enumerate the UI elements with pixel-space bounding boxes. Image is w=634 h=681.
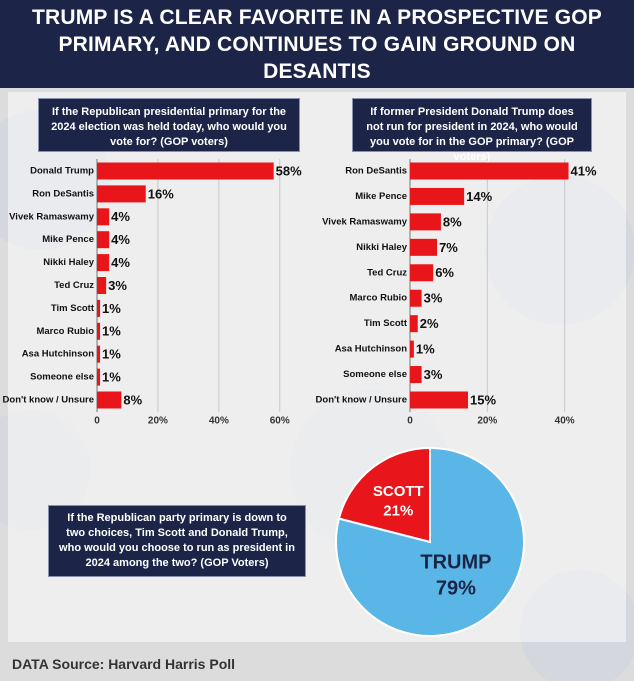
category-label: Nikki Haley [356,242,407,253]
bar [410,315,418,333]
value-label: 14% [466,189,492,204]
bar [410,366,422,384]
bar [410,162,569,180]
slice-value: 21% [383,503,413,520]
category-label: Vivek Ramaswamy [9,211,95,222]
value-label: 3% [424,367,443,382]
bar [410,238,438,256]
bar [410,391,468,409]
value-label: 1% [102,370,121,385]
x-tick-label: 0 [94,416,100,427]
value-label: 16% [148,186,174,201]
category-label: Ron DeSantis [345,166,407,177]
value-label: 4% [111,232,130,247]
category-label: Don't know / Unsure [3,395,94,406]
headline: TRUMP IS A CLEAR FAVORITE IN A PROSPECTI… [0,0,634,88]
category-label: Ted Cruz [54,280,94,291]
category-label: Ron DeSantis [32,188,94,199]
bar [97,322,101,340]
x-tick-label: 20% [148,416,168,427]
bar [97,345,101,363]
category-label: Don't know / Unsure [316,395,407,406]
bar [97,162,274,180]
bar [410,264,434,282]
slice-label: SCOTT [373,483,424,500]
slice-label: TRUMP [420,552,491,574]
category-label: Marco Rubio [36,326,94,337]
value-label: 6% [435,265,454,280]
category-label: Ted Cruz [367,267,407,278]
category-label: Mike Pence [42,234,94,245]
category-label: Marco Rubio [349,293,407,304]
bar [410,213,441,231]
bar [410,289,422,307]
question-1: If the Republican presidential primary f… [38,98,300,152]
bar [97,368,101,386]
value-label: 15% [470,392,496,407]
value-label: 1% [102,347,121,362]
bar [410,187,465,205]
category-label: Vivek Ramaswamy [322,216,408,227]
bar [97,299,101,317]
category-label: Tim Scott [364,318,408,329]
x-tick-label: 0 [407,416,413,427]
bar [97,208,110,226]
category-label: Tim Scott [51,303,95,314]
category-label: Someone else [343,369,407,380]
value-label: 4% [111,209,130,224]
value-label: 3% [108,278,127,293]
category-label: Asa Hutchinson [335,344,408,355]
question-2: If former President Donald Trump does no… [352,98,592,163]
bar [97,231,110,249]
value-label: 2% [420,316,439,331]
question-3: If the Republican party primary is down … [48,505,306,577]
value-label: 1% [102,324,121,339]
bar [97,185,146,203]
value-label: 1% [416,342,435,357]
bar [97,277,107,294]
value-label: 7% [439,240,458,255]
category-label: Mike Pence [355,191,407,202]
bar [97,254,110,272]
bar [97,391,122,409]
category-label: Donald Trump [30,166,94,177]
value-label: 4% [111,255,130,270]
x-tick-label: 40% [555,416,575,427]
category-label: Someone else [30,372,94,383]
x-tick-label: 60% [270,416,290,427]
category-label: Asa Hutchinson [22,349,95,360]
value-label: 8% [443,214,462,229]
slice-value: 79% [436,578,476,600]
x-tick-label: 40% [209,416,229,427]
category-label: Nikki Haley [43,257,94,268]
pie-slice [335,446,525,637]
x-tick-label: 20% [477,416,497,427]
source: DATA Source: Harvard Harris Poll [12,656,236,672]
value-label: 8% [123,392,142,407]
value-label: 1% [102,301,121,316]
value-label: 58% [276,163,302,178]
bar [410,340,414,358]
pie-slice [337,446,431,544]
value-label: 3% [424,291,443,306]
value-label: 41% [571,163,597,178]
